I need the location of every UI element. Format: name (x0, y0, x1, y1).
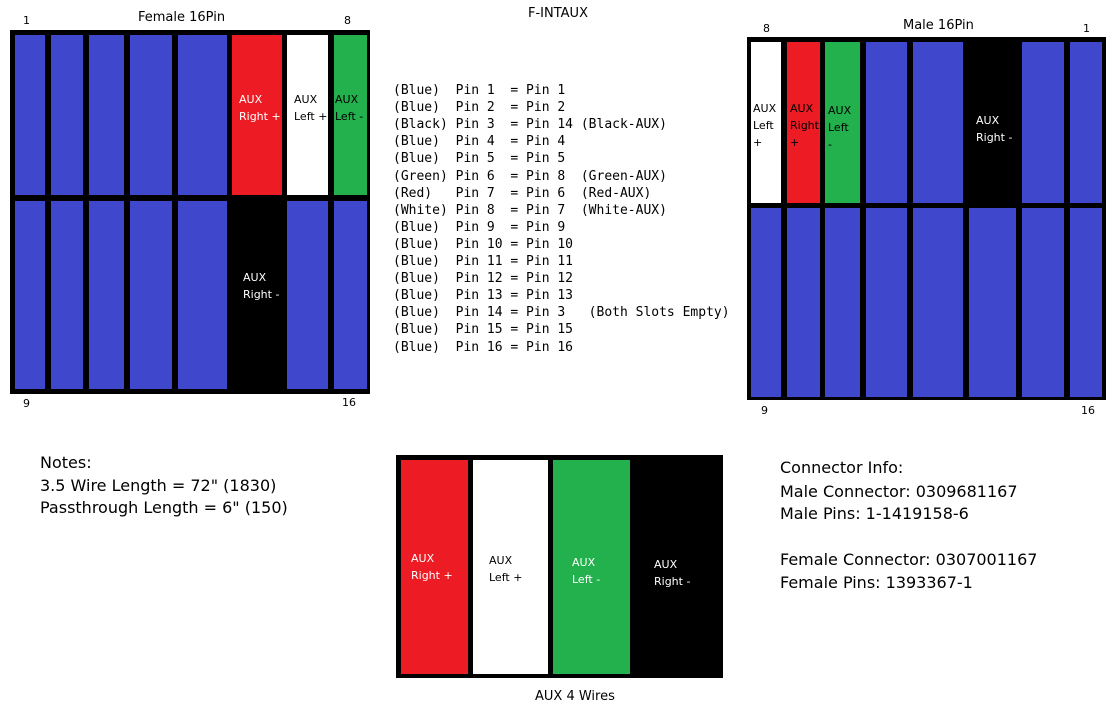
pin-slot (1070, 208, 1102, 397)
pin-slot (15, 201, 45, 389)
pin-slot (232, 35, 282, 195)
pin-slot (334, 35, 367, 195)
pin-slot (787, 42, 820, 203)
pin-slot (969, 208, 1016, 397)
pin-slot (1022, 208, 1064, 397)
pin-label: 8 (344, 14, 351, 27)
pin-map-row: (Blue) Pin 2 = Pin 2 (393, 100, 566, 116)
aux-label: AUX (335, 93, 359, 106)
pin-slot (913, 208, 963, 397)
pin-label: 8 (763, 22, 770, 35)
aux-label: AUX (489, 554, 513, 567)
aux-label: AUX (828, 104, 852, 117)
aux-label: AUX (411, 552, 435, 565)
aux-label: AUX (753, 102, 777, 115)
pin-map-row: (Blue) Pin 14 = Pin 3 (Both Slots Empty) (393, 305, 730, 321)
female-title: Female 16Pin (138, 10, 226, 25)
aux-label: AUX (572, 556, 596, 569)
note-line: Passthrough Length = 6" (150) (40, 498, 288, 517)
aux-label: AUX (654, 558, 678, 571)
pin-map-row: (White) Pin 8 = Pin 7 (White-AUX) (393, 202, 667, 218)
pin-map-row: (Blue) Pin 1 = Pin 1 (393, 83, 566, 98)
pin-slot (89, 35, 124, 195)
pin-label: 9 (23, 397, 30, 410)
pin-slot (51, 35, 83, 195)
note-line: Notes: (40, 453, 92, 472)
pin-slot (866, 208, 907, 397)
info-line: Connector Info: (780, 458, 904, 477)
note-line: 3.5 Wire Length = 72" (1830) (40, 475, 277, 495)
pin-slot (178, 201, 227, 389)
aux-label: Right + (411, 569, 453, 582)
pin-map-row: (Blue) Pin 16 = Pin 16 (393, 339, 574, 355)
aux-label: Right + (239, 110, 281, 123)
diagram-title: F-INTAUX (528, 6, 588, 21)
pin-map-row: (Blue) Pin 10 = Pin 10 (393, 236, 574, 252)
aux-label: Left (828, 121, 849, 134)
pin-slot (1022, 42, 1064, 203)
info-line: Female Connector: 0307001167 (780, 550, 1038, 569)
pin-slot (751, 42, 781, 203)
pin-map-row: (Blue) Pin 15 = Pin 15 (393, 322, 574, 338)
pin-map-row: (Blue) Pin 13 = Pin 13 (393, 288, 574, 304)
aux-label: Left - (572, 573, 601, 586)
pin-slot (287, 35, 328, 195)
pin-map-row: (Blue) Pin 4 = Pin 4 (393, 134, 566, 150)
pin-map-row: (Blue) Pin 5 = Pin 5 (393, 151, 566, 167)
aux-label: Right - (976, 131, 1013, 144)
pin-label: 16 (1081, 404, 1095, 417)
aux-label: + (790, 136, 800, 149)
pin-slot (15, 35, 45, 195)
info-line: Female Pins: 1393367-1 (780, 573, 973, 592)
pin-map-row: (Blue) Pin 12 = Pin 12 (393, 271, 574, 287)
info-line: Male Pins: 1-1419158-6 (780, 504, 969, 523)
pin-slot (130, 201, 172, 389)
aux-label: Right (790, 119, 819, 132)
pin-map-row: (Green) Pin 6 = Pin 8 (Green-AUX) (393, 168, 667, 184)
pin-slot (825, 42, 860, 203)
pin-slot (130, 35, 172, 195)
aux-label: + (753, 136, 763, 149)
pin-map-row: (Black) Pin 3 = Pin 14 (Black-AUX) (393, 117, 667, 133)
aux-label: Left (753, 119, 774, 132)
pin-slot (751, 208, 781, 397)
pin-slot (825, 208, 860, 397)
aux-label: AUX (243, 271, 267, 284)
pin-slot (334, 201, 367, 389)
aux-label: AUX (790, 102, 814, 115)
aux-label: - (828, 138, 832, 151)
aux-label: Left + (489, 571, 523, 584)
pin-map-row: (Blue) Pin 11 = Pin 11 (393, 254, 574, 269)
pin-label: 1 (1083, 22, 1090, 35)
pin-map-row: (Red) Pin 7 = Pin 6 (Red-AUX) (393, 185, 652, 201)
aux-label: AUX (294, 93, 318, 106)
pin-slot (913, 42, 963, 203)
pin-label: 16 (342, 396, 356, 409)
pin-slot (1070, 42, 1102, 203)
pin-slot (51, 201, 83, 389)
aux-label: Left + (294, 110, 328, 123)
pin-slot (287, 201, 328, 389)
pin-label: 9 (761, 404, 768, 417)
pin-slot (89, 201, 124, 389)
aux-wires-caption: AUX 4 Wires (535, 689, 615, 704)
male-title: Male 16Pin (903, 18, 974, 33)
aux-label: AUX (976, 114, 1000, 127)
pin-slot (473, 460, 548, 674)
pin-slot (866, 42, 907, 203)
pin-slot (401, 460, 468, 674)
aux-label: AUX (239, 93, 263, 106)
pin-slot (787, 208, 820, 397)
pin-slot (553, 460, 630, 674)
pin-label: 1 (23, 14, 30, 27)
pin-map-row: (Blue) Pin 9 = Pin 9 (393, 219, 566, 235)
aux-label: Right - (243, 288, 280, 301)
pin-slot (178, 35, 227, 195)
aux-label: Left - (335, 110, 364, 123)
info-line: Male Connector: 0309681167 (780, 482, 1018, 501)
aux-label: Right - (654, 575, 691, 588)
